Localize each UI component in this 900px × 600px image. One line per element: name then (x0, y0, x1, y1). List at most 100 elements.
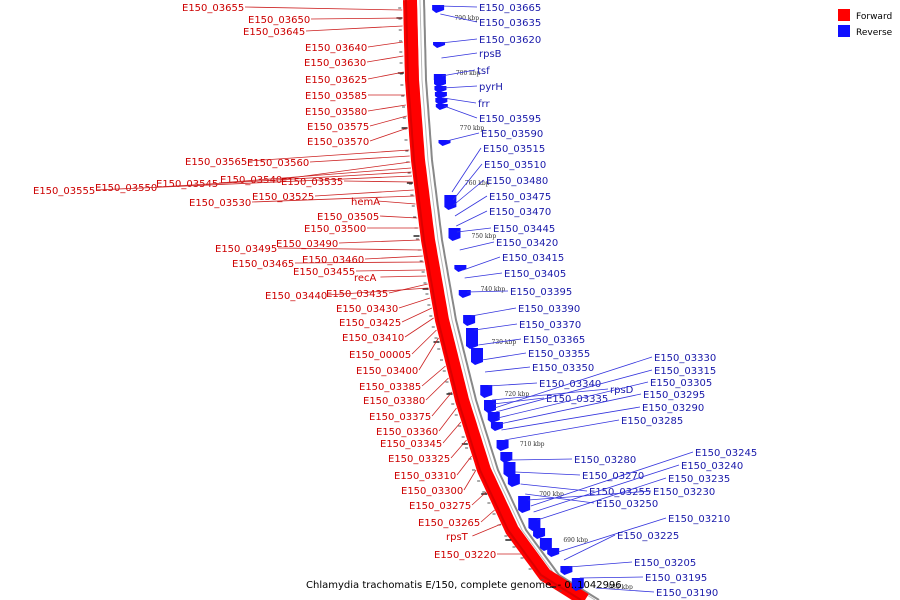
reverse-label-leader (499, 393, 642, 425)
reverse-gene-feature (432, 5, 445, 13)
reverse-gene-feature (438, 140, 451, 146)
reverse-gene-label: rpsB (479, 49, 502, 60)
reverse-label-leader (440, 5, 478, 8)
reverse-label-leader (563, 534, 616, 561)
forward-gene-label: E150_03630 (304, 58, 366, 69)
forward-label-leader (411, 329, 437, 355)
forward-label-leader (380, 275, 427, 278)
reverse-gene-label: E150_03475 (489, 192, 551, 203)
forward-gene-label: E150_03435 (326, 289, 388, 300)
reverse-label-leader (443, 97, 477, 104)
forward-gene-label: E150_03535 (281, 177, 343, 188)
reverse-gene-feature (571, 578, 584, 591)
forward-gene-label: E150_03575 (307, 122, 369, 133)
forward-gene-label: E150_03650 (248, 15, 310, 26)
reverse-gene-feature (507, 474, 520, 487)
forward-gene-label: E150_03465 (232, 259, 294, 270)
forward-gene-label: E150_03360 (376, 427, 438, 438)
reverse-label-leader (558, 517, 667, 553)
reverse-gene-label: E150_03240 (681, 461, 743, 472)
forward-label-leader (355, 269, 426, 272)
reverse-gene-label: rpsD (610, 385, 634, 396)
tick-label: 690 kbp (563, 537, 588, 544)
forward-gene-label: E150_03265 (418, 518, 480, 529)
forward-label-leader (277, 247, 422, 251)
reverse-gene-feature (518, 496, 531, 513)
reverse-gene-label: E150_03350 (532, 363, 594, 374)
forward-gene-label: E150_03625 (305, 75, 367, 86)
reverse-gene-label: E150_03635 (479, 18, 541, 29)
reverse-gene-feature (528, 518, 541, 531)
reverse-label-leader (441, 52, 478, 59)
reverse-label-leader (451, 147, 482, 193)
reverse-label-leader (442, 85, 478, 89)
reverse-label-leader (452, 163, 483, 201)
forward-label-leader (450, 439, 467, 459)
reverse-gene-label: E150_03285 (621, 416, 683, 427)
reverse-gene-feature (466, 328, 478, 349)
forward-label-leader (418, 337, 439, 371)
reverse-gene-label: E150_03595 (479, 114, 541, 125)
reverse-gene-feature (487, 412, 500, 423)
forward-label-leader (251, 195, 415, 203)
forward-gene-label: E150_03545 (156, 179, 218, 190)
forward-label-leader (379, 215, 418, 219)
forward-label-leader (388, 283, 428, 294)
forward-label-leader (480, 509, 495, 523)
reverse-gene-label: E150_03250 (596, 499, 658, 510)
forward-gene-label: E150_03440 (265, 291, 327, 302)
forward-label-leader (377, 200, 416, 205)
forward-label-leader (244, 6, 403, 11)
reverse-gene-label: E150_03355 (528, 349, 590, 360)
forward-label-leader (404, 317, 434, 338)
forward-gene-label: E150_03220 (434, 550, 496, 561)
forward-label-leader (421, 365, 446, 387)
reverse-gene-label: E150_03405 (504, 269, 566, 280)
reverse-gene-label: E150_03210 (668, 514, 730, 525)
forward-label-leader (343, 180, 413, 183)
forward-gene-label: E150_03460 (302, 255, 364, 266)
reverse-gene-label: E150_03340 (539, 379, 601, 390)
forward-gene-label: hemA (351, 197, 380, 208)
forward-label-leader (366, 55, 404, 63)
legend-forward-swatch (838, 9, 850, 21)
map-caption: Chlamydia trachomatis E/150, complete ge… (306, 580, 622, 591)
forward-label-leader (472, 523, 502, 537)
reverse-label-leader (441, 38, 478, 44)
reverse-label-leader (467, 290, 509, 293)
forward-gene-label: E150_03525 (252, 192, 314, 203)
forward-label-leader (157, 171, 412, 188)
reverse-label-leader (493, 397, 545, 405)
reverse-gene-label: E150_03590 (481, 129, 543, 140)
gene-features (432, 5, 584, 591)
reverse-gene-label: E150_03255 (589, 487, 651, 498)
forward-gene-label: E150_00005 (349, 350, 411, 361)
reverse-label-leader (491, 388, 609, 401)
forward-gene-label: recA (354, 273, 377, 284)
reverse-gene-label: E150_03390 (518, 304, 580, 315)
reverse-gene-feature (434, 80, 446, 87)
reverse-gene-label: E150_03370 (519, 320, 581, 331)
reverse-label-leader (481, 352, 527, 361)
forward-gene-label: E150_03505 (317, 212, 379, 223)
reverse-label-leader (456, 227, 492, 233)
tick-label: 770 kbp (460, 125, 485, 132)
tick-label: 710 kbp (520, 441, 545, 448)
reverse-label-leader (530, 451, 694, 507)
reverse-gene-label: E150_03330 (654, 353, 716, 364)
forward-label-leader (218, 167, 412, 184)
forward-label-leader (442, 421, 462, 444)
tick-label: 760 kbp (465, 180, 490, 187)
forward-gene-label: E150_03275 (409, 501, 471, 512)
forward-gene-label: E150_03300 (401, 486, 463, 497)
reverse-gene-feature (533, 528, 546, 539)
reverse-gene-label: pyrH (479, 82, 503, 93)
forward-gene-label: E150_03495 (215, 244, 277, 255)
forward-label-leader (294, 261, 424, 264)
reverse-gene-feature (454, 265, 467, 272)
forward-gene-label: E150_03430 (336, 304, 398, 315)
reverse-label-leader (440, 13, 478, 23)
tick-label: 780 kbp (456, 70, 481, 77)
reverse-label-leader (488, 382, 538, 387)
